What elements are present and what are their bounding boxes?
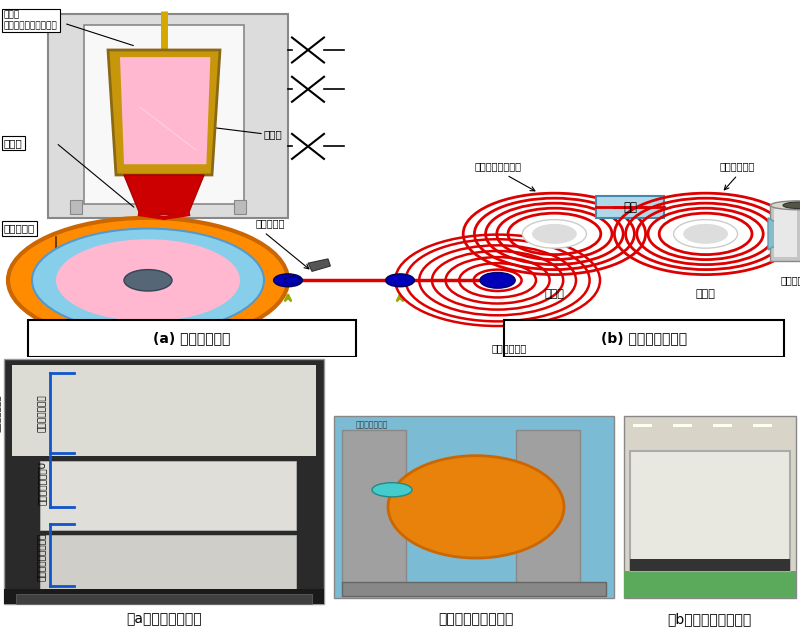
FancyBboxPatch shape <box>16 593 312 604</box>
FancyBboxPatch shape <box>752 423 772 427</box>
Circle shape <box>284 277 300 284</box>
Text: 冷却ロールユニット: 冷却ロールユニット <box>438 612 514 626</box>
Circle shape <box>386 274 414 287</box>
FancyBboxPatch shape <box>40 461 296 530</box>
FancyBboxPatch shape <box>234 200 246 214</box>
Circle shape <box>8 218 288 343</box>
Text: ナノ結晶薄帯: ナノ結晶薄帯 <box>781 275 800 285</box>
Text: (a) 薄帯製造装置: (a) 薄帯製造装置 <box>154 331 230 345</box>
Text: 巻出機: 巻出機 <box>545 289 564 299</box>
Circle shape <box>522 219 586 248</box>
Text: (b) 連続熱処理装置: (b) 連続熱処理装置 <box>601 331 687 345</box>
Circle shape <box>532 224 577 244</box>
Ellipse shape <box>388 456 564 558</box>
Circle shape <box>32 229 264 332</box>
Text: 原材料: 原材料 <box>264 129 282 139</box>
FancyBboxPatch shape <box>672 423 692 427</box>
Text: 冷却ロール: 冷却ロール <box>4 224 35 234</box>
FancyBboxPatch shape <box>342 582 606 597</box>
Circle shape <box>56 240 240 321</box>
Text: 制麺ノズル: 制麺ノズル <box>256 219 286 229</box>
Circle shape <box>274 274 302 287</box>
FancyBboxPatch shape <box>624 571 796 598</box>
Text: 巻取機: 巻取機 <box>696 289 715 299</box>
Circle shape <box>674 219 738 248</box>
FancyBboxPatch shape <box>632 423 652 427</box>
FancyBboxPatch shape <box>84 25 244 204</box>
FancyBboxPatch shape <box>128 334 168 348</box>
Circle shape <box>683 224 728 244</box>
FancyBboxPatch shape <box>70 200 82 214</box>
Text: ナノ結晶薄帯: ナノ結晶薄帯 <box>720 161 755 171</box>
Text: ノズル: ノズル <box>4 138 22 148</box>
FancyBboxPatch shape <box>516 430 580 586</box>
Ellipse shape <box>770 201 800 210</box>
FancyBboxPatch shape <box>504 320 784 357</box>
Polygon shape <box>108 50 220 175</box>
FancyBboxPatch shape <box>712 423 732 427</box>
Circle shape <box>480 272 515 288</box>
Ellipse shape <box>783 202 800 209</box>
FancyBboxPatch shape <box>12 365 316 456</box>
Text: （b）連続熱処理装置: （b）連続熱処理装置 <box>667 612 752 626</box>
FancyBboxPatch shape <box>334 416 614 598</box>
Text: 冷却ロール装置: 冷却ロール装置 <box>356 420 388 429</box>
Circle shape <box>124 270 172 291</box>
Polygon shape <box>308 259 330 271</box>
Circle shape <box>372 483 412 497</box>
FancyBboxPatch shape <box>342 430 406 586</box>
Text: 熱炉: 熱炉 <box>623 200 637 214</box>
Polygon shape <box>120 57 210 164</box>
FancyBboxPatch shape <box>4 589 324 604</box>
Text: 薄帯巻取装置: 薄帯巻取装置 <box>492 343 527 353</box>
Text: アモルファス薄帯: アモルファス薄帯 <box>475 161 522 171</box>
FancyBboxPatch shape <box>630 451 790 571</box>
FancyBboxPatch shape <box>770 205 800 260</box>
FancyBboxPatch shape <box>4 359 324 604</box>
FancyBboxPatch shape <box>40 535 296 589</box>
FancyBboxPatch shape <box>28 320 356 357</box>
Text: 溶解炉ユニット: 溶解炉ユニット <box>0 394 2 432</box>
FancyBboxPatch shape <box>596 197 664 218</box>
FancyBboxPatch shape <box>774 209 797 257</box>
FancyBboxPatch shape <box>624 416 796 598</box>
FancyBboxPatch shape <box>48 15 288 218</box>
FancyBboxPatch shape <box>630 559 790 571</box>
Polygon shape <box>124 175 204 214</box>
Text: 溶解炉ユニット: 溶解炉ユニット <box>38 394 46 432</box>
Text: （a）薄帯製造装置: （a）薄帯製造装置 <box>126 612 202 626</box>
Text: るつぼ
（タンディッシュ炉）: るつぼ （タンディッシュ炉） <box>4 11 58 30</box>
Text: タンディッシュU: タンディッシュU <box>38 461 46 505</box>
Polygon shape <box>768 218 796 250</box>
Text: 冷却ロールユニット: 冷却ロールユニット <box>38 532 46 581</box>
